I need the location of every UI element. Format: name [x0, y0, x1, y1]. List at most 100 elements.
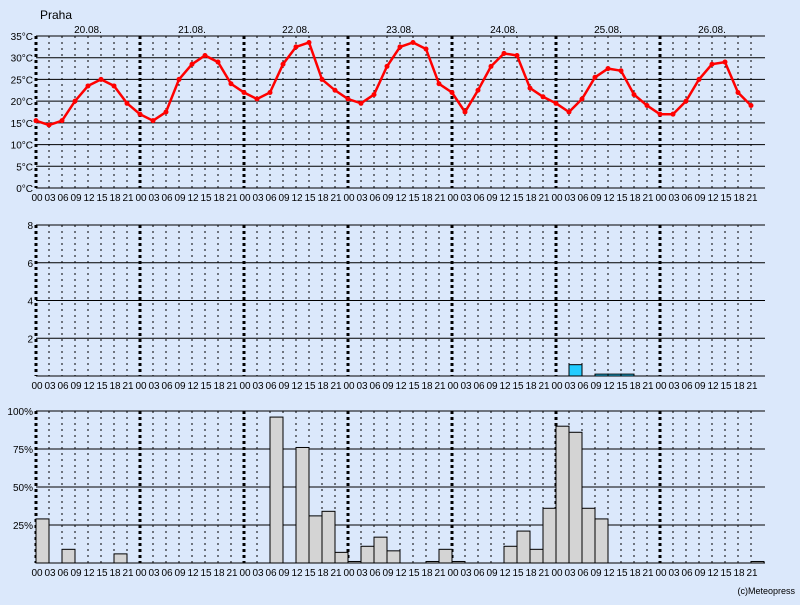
x-tick-label: 03 — [44, 381, 56, 392]
x-tick-label: 09 — [694, 568, 706, 579]
cloud-cover-bar — [269, 416, 284, 564]
x-tick-label: 03 — [148, 193, 160, 204]
temperature-point — [384, 63, 390, 69]
x-tick-label: 00 — [31, 568, 43, 579]
x-tick-label: 03 — [460, 193, 472, 204]
panel-1: 0°C5°C10°C15°C20°C25°C30°C35°C00 03 06 09 12… — [11, 32, 765, 204]
y-tick-label: 2 — [27, 334, 33, 345]
x-tick-label: 06 — [161, 193, 173, 204]
cloud-cover-bar — [308, 515, 323, 564]
x-tick-label: 18 — [317, 568, 329, 579]
x-tick-label: 18 — [213, 193, 225, 204]
temperature-point — [475, 87, 481, 93]
cloud-cover-bar — [321, 510, 336, 564]
temperature-point — [410, 40, 416, 46]
day-label: 26.08. — [698, 25, 726, 36]
x-tick-label: 06 — [473, 193, 485, 204]
x-tick-label: 00 — [135, 568, 147, 579]
x-tick-label: 00 — [135, 193, 147, 204]
temperature-point — [514, 53, 520, 59]
x-tick-label: 12 — [707, 193, 719, 204]
temperature-point — [566, 109, 572, 115]
x-tick-label: 09 — [382, 568, 394, 579]
x-tick-label: 06 — [57, 193, 69, 204]
x-tick-label: 21 — [538, 381, 550, 392]
x-tick-label: 21 — [330, 568, 342, 579]
x-tick-label: 21 — [538, 193, 550, 204]
x-tick-label: 06 — [577, 193, 589, 204]
x-tick-label: 12 — [291, 193, 303, 204]
x-tick-label: 21 — [122, 568, 134, 579]
temperature-point — [735, 89, 741, 95]
x-tick-label: 15 — [408, 381, 420, 392]
temperature-point — [124, 100, 130, 106]
x-tick-label: 21 — [122, 381, 134, 392]
x-tick-label: 18 — [213, 568, 225, 579]
x-tick-label: 18 — [733, 568, 745, 579]
x-tick-label: 09 — [382, 193, 394, 204]
x-tick-label: 09 — [486, 568, 498, 579]
temperature-point — [579, 96, 585, 102]
x-tick-label: 12 — [603, 381, 615, 392]
temperature-point — [462, 109, 468, 115]
x-tick-label: 09 — [174, 193, 186, 204]
temperature-point — [449, 89, 455, 95]
x-tick-label: 18 — [629, 568, 641, 579]
x-tick-label: 03 — [460, 381, 472, 392]
cloud-cover-bar — [35, 518, 50, 564]
x-tick-label: 00 — [447, 381, 459, 392]
x-tick-label: 03 — [356, 568, 368, 579]
x-tick-label: 15 — [616, 193, 628, 204]
x-tick-label: 21 — [226, 381, 238, 392]
y-tick-label: 8 — [27, 221, 33, 232]
cloud-cover-bar — [373, 536, 388, 564]
x-tick-label: 21 — [434, 193, 446, 204]
x-tick-label: 09 — [174, 381, 186, 392]
x-tick-label: 21 — [538, 568, 550, 579]
temperature-point — [332, 87, 338, 93]
x-tick-label: 00 — [239, 568, 251, 579]
cloud-cover-bar — [61, 548, 76, 564]
x-tick-label: 09 — [486, 381, 498, 392]
x-tick-label: 18 — [629, 381, 641, 392]
x-tick-label: 12 — [291, 568, 303, 579]
precipitation-bar — [607, 373, 622, 377]
x-tick-label: 09 — [70, 381, 82, 392]
temperature-point — [293, 44, 299, 50]
x-tick-label: 12 — [395, 381, 407, 392]
x-tick-label: 12 — [499, 193, 511, 204]
precipitation-bar — [594, 373, 609, 377]
x-tick-label: 09 — [278, 568, 290, 579]
x-tick-label: 21 — [746, 381, 758, 392]
temperature-point — [202, 53, 208, 59]
x-tick-label: 15 — [304, 193, 316, 204]
x-tick-label: 06 — [577, 381, 589, 392]
temperature-point — [85, 83, 91, 89]
x-tick-label: 06 — [57, 381, 69, 392]
cloud-cover-bar — [542, 507, 557, 564]
temperature-point — [631, 92, 637, 98]
x-tick-label: 18 — [421, 381, 433, 392]
day-label: 20.08. — [74, 25, 102, 36]
x-tick-label: 09 — [590, 568, 602, 579]
temperature-point — [644, 102, 650, 108]
x-tick-label: 06 — [161, 381, 173, 392]
precipitation-bar — [568, 364, 583, 377]
x-tick-label: 18 — [109, 381, 121, 392]
temperature-point — [280, 61, 286, 67]
x-tick-label: 18 — [525, 193, 537, 204]
x-tick-label: 12 — [395, 568, 407, 579]
temperature-point — [163, 109, 169, 115]
x-tick-label: 06 — [681, 381, 693, 392]
y-tick-label: 0°C — [16, 184, 33, 195]
x-tick-label: 03 — [564, 381, 576, 392]
x-tick-label: 00 — [31, 381, 43, 392]
x-tick-label: 00 — [551, 193, 563, 204]
x-tick-label: 21 — [642, 568, 654, 579]
x-tick-label: 03 — [564, 193, 576, 204]
x-tick-label: 15 — [408, 193, 420, 204]
x-tick-label: 18 — [317, 381, 329, 392]
x-tick-label: 15 — [512, 193, 524, 204]
